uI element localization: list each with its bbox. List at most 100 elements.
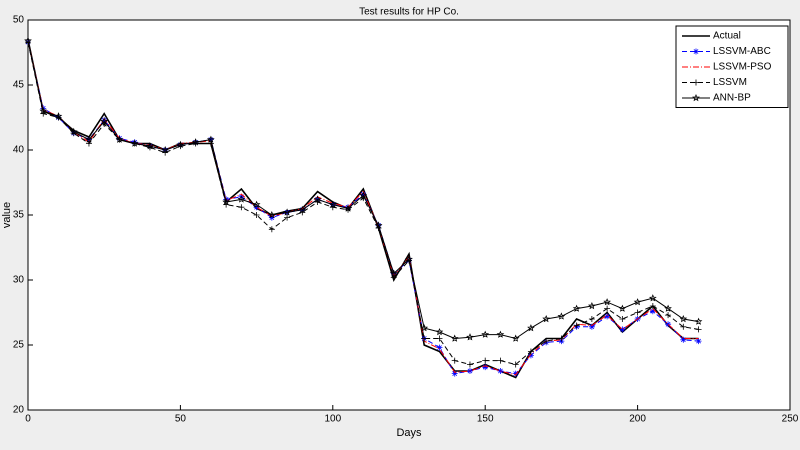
series-marker [206,135,215,143]
series-marker [527,348,534,355]
legend-marker [693,79,699,86]
series-marker [253,204,260,211]
series-marker [176,140,185,148]
series-marker [360,191,367,198]
series-marker [54,112,63,120]
legend-label: LSSVM-ABC [713,46,771,57]
series-marker [573,322,580,329]
series-marker [619,316,626,322]
series-marker [527,324,535,332]
series-marker [497,357,504,364]
y-tick-label: 30 [13,275,25,286]
series-marker [695,326,702,333]
series-marker [283,208,291,216]
series-marker [268,214,275,221]
x-tick-label: 250 [782,414,799,425]
y-tick-label: 35 [13,210,25,221]
series-marker [604,305,611,312]
y-tick-label: 50 [13,15,25,26]
series-marker [466,333,474,341]
series-marker [268,226,275,233]
x-tick-label: 0 [25,414,31,425]
series-marker [253,212,260,218]
series-marker [527,352,534,359]
x-tick-label: 50 [175,414,187,425]
x-axis-label: Days [396,427,422,439]
series-marker [648,294,657,302]
series-marker [557,312,566,320]
series-marker [344,204,352,212]
series-marker [588,323,595,330]
series-marker [238,204,245,211]
series-marker [161,145,170,154]
series-marker [451,370,458,377]
series-marker [313,195,322,203]
series-marker [435,327,444,336]
series-marker [695,338,702,345]
series-marker [421,335,428,342]
series-marker [298,205,307,213]
series-marker [100,117,109,125]
series-marker [482,364,489,371]
series-marker [436,344,443,351]
series-marker [237,195,246,203]
series-marker [633,298,642,306]
series-marker [588,316,595,322]
series-marker [603,298,612,306]
series-marker [680,323,687,330]
chart-title: Test results for HP Co. [359,7,459,18]
series-marker [69,127,78,135]
series-marker [191,138,200,146]
series-marker [85,135,93,143]
series-marker [451,357,458,364]
series-marker [284,214,291,221]
series-marker [101,117,108,124]
series-marker [694,317,703,325]
series-line [27,40,699,340]
series-marker [222,197,231,206]
series-marker [374,221,383,229]
series-marker [572,304,581,312]
y-tick-label: 40 [13,145,25,156]
legend-label: ANN-BP [713,93,751,104]
legend-marker [693,48,699,55]
series-marker [85,140,92,147]
series-marker [558,335,565,342]
series-marker [359,191,368,199]
series-marker [649,303,656,309]
series-marker [497,368,504,374]
series-marker [328,200,337,208]
series-marker [512,370,519,377]
series-marker [634,309,641,316]
series-marker [496,330,505,338]
series-marker [420,324,429,332]
legend-label: Actual [713,31,741,42]
y-axis-label: value [1,202,13,228]
series-marker [39,106,48,115]
x-tick-label: 200 [629,414,646,425]
series-marker [679,314,688,323]
series-marker [512,361,519,368]
series-marker [680,336,687,343]
series-marker [649,308,656,315]
series-marker [511,334,520,342]
series-marker [665,312,672,319]
series-marker [664,304,672,312]
y-tick-label: 45 [13,80,25,91]
series-marker [665,321,672,328]
series-marker [587,301,596,310]
series-marker [389,269,398,277]
series-marker [130,139,139,147]
series-marker [267,210,276,219]
series-marker [405,255,413,263]
series-marker [482,357,489,364]
series-marker [115,135,124,143]
series-marker [542,314,551,323]
plot-area [27,19,791,411]
series-marker [436,335,443,342]
series-marker [481,330,490,338]
series-marker [450,334,459,342]
series-marker [604,313,611,320]
